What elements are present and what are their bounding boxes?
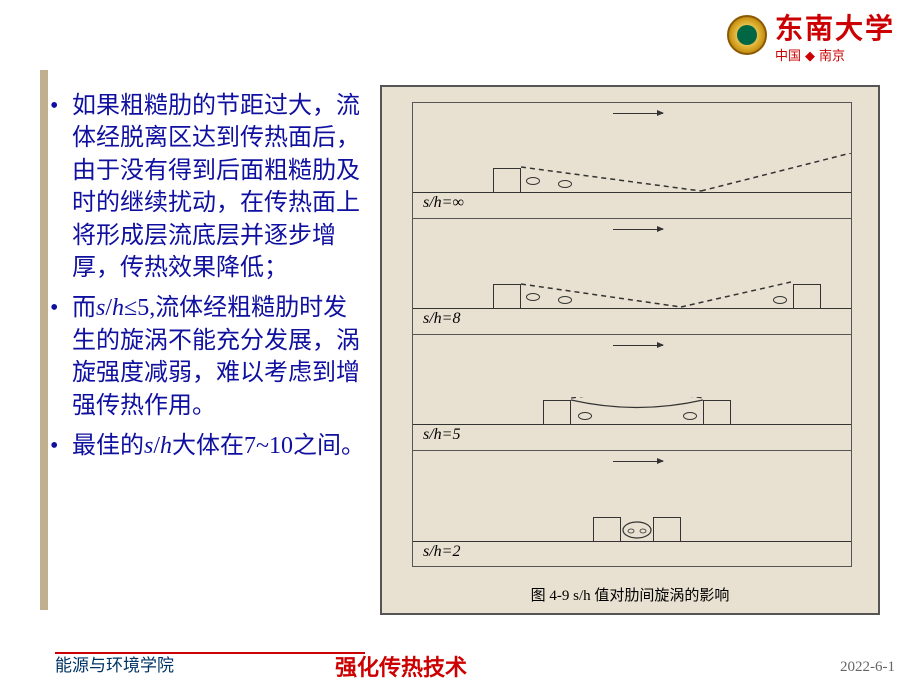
trapped-vortex bbox=[621, 518, 653, 540]
panel-infinity: s/h=∞ bbox=[413, 103, 851, 219]
footer-title: 强化传热技术 bbox=[335, 650, 467, 682]
panel-8: s/h=8 bbox=[413, 219, 851, 335]
figure-column: s/h=∞ s/h=8 bbox=[380, 70, 880, 630]
rib bbox=[493, 284, 521, 309]
figure-caption: 图 4-9 s/h 值对肋间旋涡的影响 bbox=[382, 584, 878, 605]
flow-arrow-icon bbox=[613, 113, 663, 114]
sidebar-accent bbox=[40, 70, 48, 610]
university-logo-icon bbox=[727, 15, 767, 55]
panel-label: s/h=8 bbox=[423, 310, 460, 328]
bullet-item: 如果粗糙肋的节距过大，流体经脱离区达到传热面后，由于没有得到后面粗糙肋及时的继续… bbox=[50, 90, 370, 284]
rib bbox=[703, 400, 731, 425]
panel-label: s/h=∞ bbox=[423, 194, 464, 212]
flow-arrow-icon bbox=[613, 229, 663, 230]
footer: 能源与环境学院 强化传热技术 2022-6-1 bbox=[0, 652, 920, 682]
university-location: 中国◆南京 bbox=[775, 45, 845, 64]
text-column: 如果粗糙肋的节距过大，流体经脱离区达到传热面后，由于没有得到后面粗糙肋及时的继续… bbox=[20, 70, 380, 630]
rib bbox=[593, 517, 621, 542]
logo-text: 东南大学 中国◆南京 bbox=[775, 7, 895, 64]
panel-5: s/h=5 bbox=[413, 335, 851, 451]
rib bbox=[493, 168, 521, 193]
boundary-layer bbox=[521, 274, 791, 309]
content-area: 如果粗糙肋的节距过大，流体经脱离区达到传热面后，由于没有得到后面粗糙肋及时的继续… bbox=[0, 70, 920, 630]
panel-2: s/h=2 bbox=[413, 451, 851, 567]
bullet-item: 最佳的s/h大体在7~10之间。 bbox=[50, 430, 370, 462]
university-name: 东南大学 bbox=[775, 7, 895, 47]
flow-arrow-icon bbox=[613, 461, 663, 462]
bullet-item: 而s/h≤5,流体经粗糙肋时发生的旋涡不能充分发展，涡旋强度减弱，难以考虑到增强… bbox=[50, 292, 370, 422]
rib bbox=[793, 284, 821, 309]
panel-label: s/h=2 bbox=[423, 543, 460, 561]
flow-arrow-icon bbox=[613, 345, 663, 346]
figure-4-9: s/h=∞ s/h=8 bbox=[380, 85, 880, 615]
rib bbox=[543, 400, 571, 425]
figure-panels: s/h=∞ s/h=8 bbox=[412, 102, 852, 567]
rib bbox=[653, 517, 681, 542]
panel-label: s/h=5 bbox=[423, 426, 460, 444]
boundary-layer bbox=[571, 397, 703, 425]
header: 东南大学 中国◆南京 bbox=[0, 0, 920, 70]
footer-date: 2022-6-1 bbox=[840, 659, 895, 676]
bullet-list: 如果粗糙肋的节距过大，流体经脱离区达到传热面后，由于没有得到后面粗糙肋及时的继续… bbox=[50, 90, 370, 462]
department-name: 能源与环境学院 bbox=[55, 651, 174, 676]
boundary-layer bbox=[521, 153, 851, 193]
